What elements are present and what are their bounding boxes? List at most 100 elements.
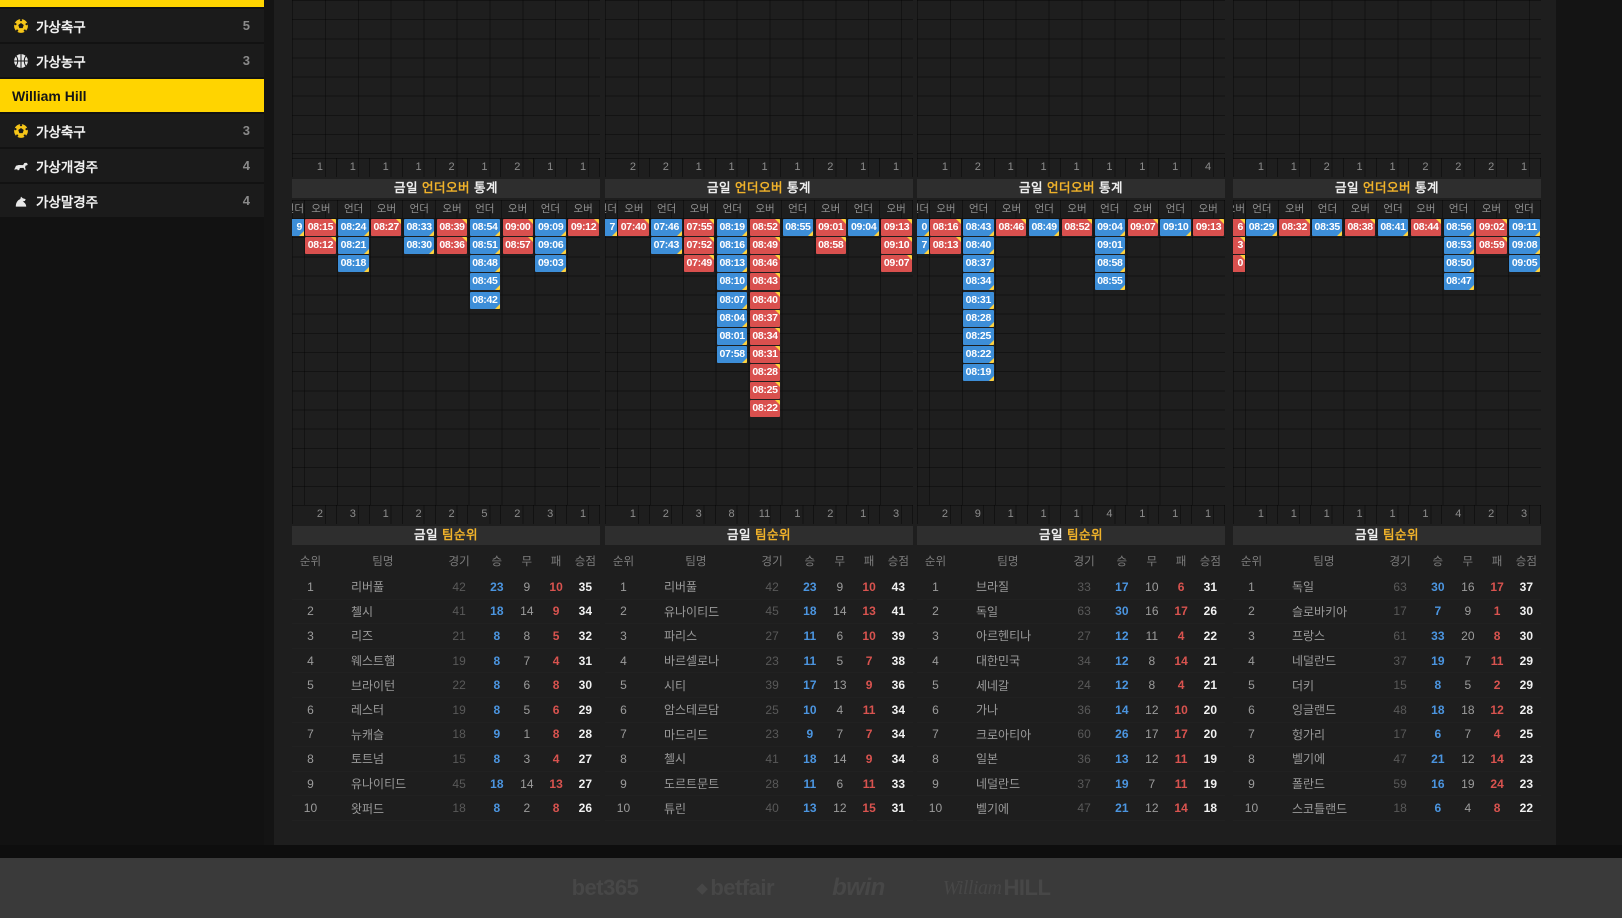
team-draw-cell: 9 (523, 579, 531, 594)
table-row: 1 리버풀 42 23 9 10 43 (605, 575, 913, 599)
time-column-over: 08:38 (1344, 218, 1377, 505)
table-row: 9 네덜란드 37 19 7 11 19 (917, 771, 1225, 796)
team-name-cell: 가나 (975, 703, 999, 718)
sidebar-item-william-hill[interactable]: William Hill (0, 79, 264, 112)
team-table-header-cell: 팀명 (372, 556, 394, 568)
sidebar-item-virtual-soccer-2[interactable]: 가상축구 3 (0, 114, 264, 147)
time-cell-over: 08:52 (749, 219, 781, 236)
team-name-cell: 브라질 (975, 580, 1010, 595)
team-rank-cell: 4 (932, 653, 939, 668)
time-column-over: 08:52 08:49 08:46 08:43 08:40 08:37 08:34 08:31… (749, 218, 782, 505)
time-column-under: 09:09 09:06 09:03 (534, 218, 567, 505)
team-name-cell: 스코틀랜드 (1291, 801, 1348, 816)
sidebar-item-virtual-dog-racing[interactable]: 가상개경주 4 (0, 149, 264, 182)
count-cell: 1 (337, 158, 370, 177)
team-games-cell: 39 (765, 678, 779, 693)
time-column-partial: 7 (605, 218, 617, 505)
time-column-over: 08:15 08:12 (304, 218, 337, 505)
time-cell-over: 08:27 (370, 219, 402, 236)
time-cell-under: 08:50 (1443, 255, 1475, 273)
time-cell-over: 08:15 (305, 219, 336, 236)
team-games-cell: 47 (1393, 751, 1407, 766)
time-cell-under: 08:29 (1246, 219, 1277, 236)
team-table-header-cell: 패 (550, 556, 562, 568)
title-tail: 통계 (470, 181, 498, 195)
team-rank-cell: 7 (307, 727, 314, 742)
teamrank-section-title: 금일 팀순위 (605, 526, 913, 545)
team-loss-cell: 4 (552, 751, 560, 766)
time-column-under: 09:10 (1159, 218, 1192, 505)
team-pts-cell: 32 (578, 628, 593, 643)
team-table-body: 1 리버풀 42 23 9 10 43 2 유나이티드 45 18 14 13 41 3 파리스 27 11 6 10… (605, 575, 913, 820)
team-win-cell: 6 (1434, 727, 1442, 742)
time-cell-over: 09:00 (502, 219, 534, 236)
team-games-cell: 23 (765, 727, 779, 742)
team-loss-cell: 7 (865, 727, 873, 742)
count-cell: 2 (814, 158, 848, 177)
table-row: 9 폴란드 59 16 19 24 23 (1233, 771, 1541, 796)
team-name-cell: 첼시 (350, 604, 374, 619)
team-games-cell: 40 (765, 801, 779, 816)
bet365-logo[interactable]: bet365 (572, 875, 639, 901)
team-loss-cell: 1 (1493, 604, 1501, 619)
count-cell: 1 (1245, 505, 1278, 524)
count-cell: 2 (436, 158, 469, 177)
team-draw-cell: 5 (1464, 678, 1472, 693)
team-loss-cell: 11 (862, 776, 876, 791)
column-header-partial: 언더 (292, 200, 305, 218)
team-win-cell: 30 (1115, 604, 1129, 619)
team-pts-cell: 30 (1519, 628, 1534, 643)
team-rank-cell: 3 (620, 628, 627, 643)
time-cell-over: 09:12 (568, 219, 599, 236)
team-win-cell: 17 (803, 678, 817, 693)
team-loss-cell: 9 (865, 678, 873, 693)
table-row: 8 벨기에 47 21 12 14 23 (1233, 747, 1541, 772)
count-cell: 1 (683, 158, 716, 177)
team-rank-table: 순위 팀명 경기 승 무 패 승점 1 독일 63 30 16 17 37 2 슬로바키아 17 7 9 1 30 3 프랑… (1233, 547, 1541, 821)
sidebar-item-virtual-horse-racing[interactable]: 가상말경주 4 (0, 184, 264, 217)
team-rank-cell: 6 (620, 702, 627, 717)
underover-section-title: 금일 언더오버 통계 (1233, 179, 1541, 198)
table-row: 5 세네갈 24 12 8 4 21 (917, 673, 1225, 698)
team-rank-cell: 9 (620, 776, 627, 791)
title-tail: 통계 (783, 181, 811, 195)
time-cell-under: 08:42 (469, 291, 501, 309)
upper-grid (917, 0, 1225, 158)
count-cell: 3 (337, 505, 370, 524)
column-header-under: 언더 (963, 200, 996, 218)
column-header-over: 오버 (1061, 200, 1094, 218)
bookmaker-logos: bet365 ◆ betfair bwin William HILL (572, 874, 1051, 902)
column-header-over: 오버 (1192, 200, 1226, 218)
william-hill-logo[interactable]: William HILL (943, 875, 1051, 901)
betfair-logo[interactable]: ◆ betfair (696, 875, 774, 901)
time-cell-under: 08:33 (403, 219, 435, 236)
team-draw-cell: 17 (1145, 727, 1159, 742)
time-column-under: 08:43 08:40 08:37 08:34 08:31 08:28 08:25 08:22… (962, 218, 995, 505)
time-cell-under: 08:56 (1443, 219, 1475, 236)
team-rank-cell: 10 (1244, 801, 1259, 816)
column-header-under: 언더 (716, 200, 750, 218)
team-loss-cell: 2 (1493, 678, 1501, 693)
team-table-header-cell: 경기 (761, 556, 783, 568)
sidebar-item-partial-top[interactable] (0, 0, 264, 7)
team-pts-cell: 43 (891, 579, 906, 594)
team-name-cell: 대한민국 (975, 654, 1021, 669)
time-cell-under: 08:34 (963, 273, 994, 291)
column-header-over: 오버 (930, 200, 963, 218)
bet365-text: bet365 (571, 875, 639, 900)
count-cell: 2 (1409, 158, 1443, 177)
team-pts-cell: 21 (1203, 653, 1218, 668)
team-draw-cell: 7 (523, 653, 531, 668)
team-table-header-cell: 승 (1432, 556, 1444, 568)
team-loss-cell: 24 (1490, 776, 1504, 791)
column-header-over: 오버 (749, 200, 782, 218)
bwin-logo[interactable]: bwin (832, 874, 885, 902)
team-name-cell: 마드리드 (663, 727, 709, 742)
time-cell-over: 07:40 (618, 219, 649, 236)
sidebar-item-virtual-basketball[interactable]: 가상농구 3 (0, 44, 264, 77)
sidebar-item-virtual-soccer-1[interactable]: 가상축구 5 (0, 9, 264, 42)
team-rank-cell: 5 (307, 678, 314, 693)
count-cell: 1 (781, 505, 815, 524)
